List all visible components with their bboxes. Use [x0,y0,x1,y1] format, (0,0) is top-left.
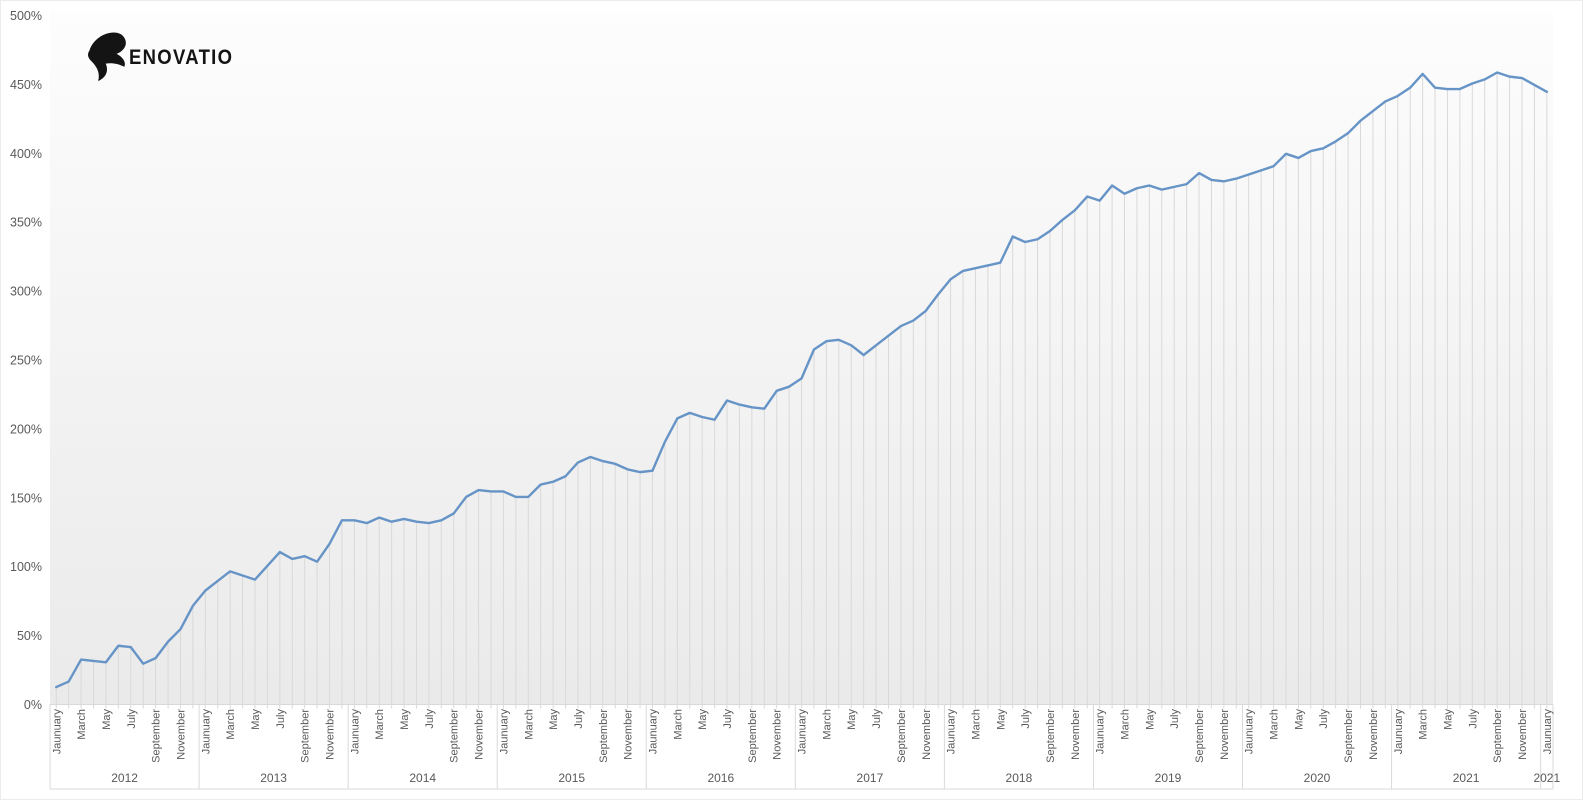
month-label: September [747,709,759,763]
month-label: November [1219,709,1231,760]
month-label: May [399,709,411,730]
year-label: 2021 [1453,771,1480,785]
month-label: July [275,709,287,729]
y-axis-label: 250% [10,354,42,368]
month-label: May [1144,709,1156,730]
month-label: September [1194,709,1206,763]
year-label: 2012 [111,771,138,785]
month-label: Jaunuary [51,709,63,755]
month-label: November [325,709,337,760]
month-label: November [474,709,486,760]
month-label: November [1070,709,1082,760]
month-label: Jaunuary [946,709,958,755]
month-label: Jaunuary [200,709,212,755]
month-label: March [970,709,982,740]
y-axis-label: 450% [10,78,42,92]
year-label: 2014 [409,771,436,785]
year-label: 2021 [1533,771,1560,785]
month-label: September [449,709,461,763]
month-label: Jaunuary [1244,709,1256,755]
month-label: March [821,709,833,740]
month-label: May [697,709,709,730]
month-label: Jaunuary [1393,709,1405,755]
month-label: November [623,709,635,760]
month-label: July [1020,709,1032,729]
month-label: May [548,709,560,730]
year-label: 2016 [707,771,734,785]
month-label: September [1492,709,1504,763]
month-label: March [1269,709,1281,740]
month-label: September [896,709,908,763]
return-line [55,71,1549,689]
month-label: March [672,709,684,740]
year-label: 2013 [260,771,287,785]
year-label: 2019 [1155,771,1182,785]
y-axis-label: 0% [24,698,42,712]
y-axis-label: 50% [17,629,42,643]
month-label: July [126,709,138,729]
month-label: November [176,709,188,760]
month-label: Jaunuary [648,709,660,755]
month-label: March [1120,709,1132,740]
month-label: September [151,709,163,763]
month-label: September [300,709,312,763]
month-label: July [424,709,436,729]
month-label: July [1169,709,1181,729]
month-label: Jaunuary [797,709,809,755]
month-label: March [374,709,386,740]
month-label: July [1467,709,1479,729]
year-label: 2015 [558,771,585,785]
y-axis-label: 400% [10,147,42,161]
month-label: November [921,709,933,760]
month-label: Jaunuary [498,709,510,755]
month-label: November [772,709,784,760]
month-label: May [1293,709,1305,730]
y-axis-label: 150% [10,491,42,505]
month-label: September [1045,709,1057,763]
month-label: May [250,709,262,730]
year-label: 2017 [857,771,884,785]
month-label: July [1318,709,1330,729]
month-label: March [76,709,88,740]
month-label: Jaunuary [1095,709,1107,755]
y-axis-label: 500% [10,9,42,23]
month-label: March [1418,709,1430,740]
y-axis-label: 300% [10,285,42,299]
month-label: Jaunuary [349,709,361,755]
month-label: March [523,709,535,740]
month-label: May [995,709,1007,730]
month-label: Jaunuary [1542,709,1554,755]
month-label: November [1368,709,1380,760]
month-label: May [101,709,113,730]
month-label: March [225,709,237,740]
month-label: July [573,709,585,729]
year-label: 2020 [1304,771,1331,785]
y-axis-label: 350% [10,216,42,230]
year-label: 2018 [1006,771,1033,785]
y-axis-label: 200% [10,422,42,436]
month-label: September [598,709,610,763]
month-label: July [871,709,883,729]
month-label: May [1443,709,1455,730]
month-label: May [846,709,858,730]
month-label: September [1343,709,1355,763]
y-axis-label: 100% [10,560,42,574]
month-label: November [1517,709,1529,760]
month-label: July [722,709,734,729]
